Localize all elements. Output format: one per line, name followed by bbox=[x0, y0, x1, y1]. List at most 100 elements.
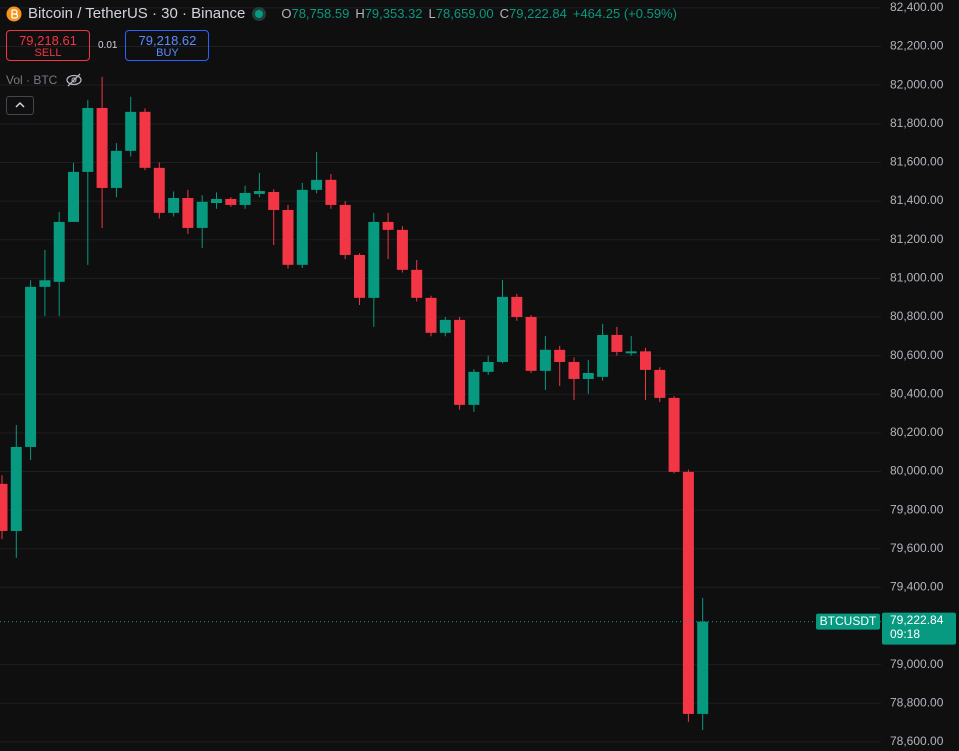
y-tick-label: 78,600.00 bbox=[890, 734, 944, 748]
candle-body bbox=[325, 179, 337, 205]
candle-body bbox=[368, 221, 380, 298]
candle-body bbox=[597, 334, 609, 377]
candle-body bbox=[468, 371, 480, 405]
candle-body bbox=[454, 319, 466, 405]
sell-price: 79,218.61 bbox=[19, 33, 77, 48]
candle-body bbox=[153, 167, 165, 213]
y-tick-label: 79,000.00 bbox=[890, 657, 944, 671]
candle-body bbox=[354, 254, 365, 298]
candle-body bbox=[625, 351, 637, 354]
candle-body bbox=[68, 171, 79, 222]
candle-body bbox=[382, 221, 394, 230]
buy-price: 79,218.62 bbox=[138, 33, 197, 48]
candle-body bbox=[511, 296, 523, 317]
candle-body bbox=[225, 198, 237, 205]
candle-body bbox=[39, 280, 51, 287]
candle-body bbox=[53, 221, 65, 282]
last-price-tag bbox=[882, 612, 956, 645]
status-dot bbox=[252, 6, 267, 21]
trade-panel: 79,218.61 SELL 0.01 79,218.62 BUY bbox=[6, 30, 210, 61]
collapse-button[interactable] bbox=[6, 96, 34, 115]
symbol-tag-label: BTCUSDT bbox=[820, 614, 877, 628]
coin-icon bbox=[6, 6, 22, 21]
y-tick-label: 80,000.00 bbox=[890, 464, 944, 478]
ohlc-value: 79,222.84 bbox=[509, 6, 567, 21]
ohlc-key: O bbox=[281, 6, 292, 21]
candle-body bbox=[0, 483, 8, 531]
candle-body bbox=[654, 369, 666, 398]
volume-label: Vol · BTC bbox=[6, 73, 58, 87]
ohlc-item: C79,222.84 bbox=[500, 6, 567, 21]
candle-body bbox=[539, 349, 551, 371]
ohlc-value: 79,353.32 bbox=[364, 6, 423, 21]
buy-button[interactable]: 79,218.62 BUY bbox=[125, 30, 210, 61]
buy-label: BUY bbox=[156, 47, 179, 59]
candle-body bbox=[482, 361, 494, 372]
symbol-title: Bitcoin / TetherUS · 30 · Binance bbox=[28, 5, 246, 22]
candle-body bbox=[211, 198, 222, 204]
y-tick-label: 81,800.00 bbox=[890, 116, 944, 130]
candle-body bbox=[196, 201, 208, 228]
candle-body bbox=[411, 269, 423, 298]
ohlc-value: 78,758.59 bbox=[291, 6, 350, 21]
candle-body bbox=[682, 471, 694, 714]
y-tick-label: 82,400.00 bbox=[890, 0, 944, 14]
candle-body bbox=[554, 349, 566, 362]
y-tick-label: 81,600.00 bbox=[890, 155, 944, 169]
candle-body bbox=[10, 446, 22, 531]
candle-body bbox=[311, 179, 323, 190]
y-tick-label: 79,400.00 bbox=[890, 580, 944, 594]
y-tick-label: 79,800.00 bbox=[890, 502, 944, 516]
candle-body bbox=[582, 372, 594, 379]
y-tick-label: 80,200.00 bbox=[890, 425, 944, 439]
candle-body bbox=[425, 297, 437, 333]
volume-indicator: Vol · BTC bbox=[6, 73, 83, 87]
candle-body bbox=[110, 150, 122, 188]
sell-button[interactable]: 79,218.61 SELL bbox=[6, 30, 90, 61]
candle-body bbox=[611, 334, 623, 352]
candle-body bbox=[125, 111, 137, 151]
y-tick-label: 82,000.00 bbox=[890, 77, 944, 91]
candle-body bbox=[182, 197, 194, 228]
y-tick-label: 82,200.00 bbox=[890, 39, 944, 53]
y-tick-label: 78,800.00 bbox=[890, 695, 944, 709]
y-tick-label: 81,400.00 bbox=[890, 193, 944, 207]
countdown-label: 09:18 bbox=[890, 627, 920, 641]
ohlc-key: C bbox=[499, 6, 510, 21]
chevron bbox=[15, 101, 25, 108]
candle-body bbox=[697, 621, 709, 714]
candle-body bbox=[82, 107, 94, 172]
y-tick-label: 81,200.00 bbox=[890, 232, 944, 246]
ohlc-key: L bbox=[428, 6, 436, 21]
ohlc-item: L78,659.00 bbox=[429, 6, 494, 21]
ohlc-value: 78,659.00 bbox=[435, 6, 494, 21]
y-tick-label: 81,000.00 bbox=[890, 271, 944, 285]
change: +464.25 (+0.59%) bbox=[572, 6, 677, 21]
hide-icon[interactable] bbox=[65, 73, 83, 87]
sell-label: SELL bbox=[34, 47, 62, 59]
candle-body bbox=[339, 204, 351, 255]
y-tick-label: 80,800.00 bbox=[890, 309, 944, 323]
ohlc-item: H79,353.32 bbox=[355, 6, 422, 21]
candle-body bbox=[497, 296, 508, 362]
candle-body bbox=[139, 111, 151, 168]
ohlc-key: H bbox=[355, 6, 365, 21]
candle-body bbox=[525, 316, 537, 371]
ohlc-item: O78,758.59 bbox=[281, 6, 349, 21]
candle-body bbox=[25, 286, 37, 447]
candle-body bbox=[568, 361, 580, 379]
last-price-label: 79,222.84 bbox=[890, 613, 944, 627]
ohlc-values: O78,758.59 H79,353.32 L78,659.00 C79,222.84 bbox=[281, 6, 567, 21]
candle-body bbox=[439, 319, 451, 333]
candle-body bbox=[396, 229, 408, 270]
candle-body bbox=[640, 351, 651, 370]
y-tick-label: 80,400.00 bbox=[890, 386, 944, 400]
symbol-tag bbox=[816, 613, 880, 630]
spread: 0.01 bbox=[98, 40, 118, 51]
candle-body bbox=[668, 397, 680, 472]
candle-body bbox=[253, 191, 265, 194]
y-tick-label: 79,600.00 bbox=[890, 541, 944, 555]
candle-body bbox=[96, 107, 108, 188]
